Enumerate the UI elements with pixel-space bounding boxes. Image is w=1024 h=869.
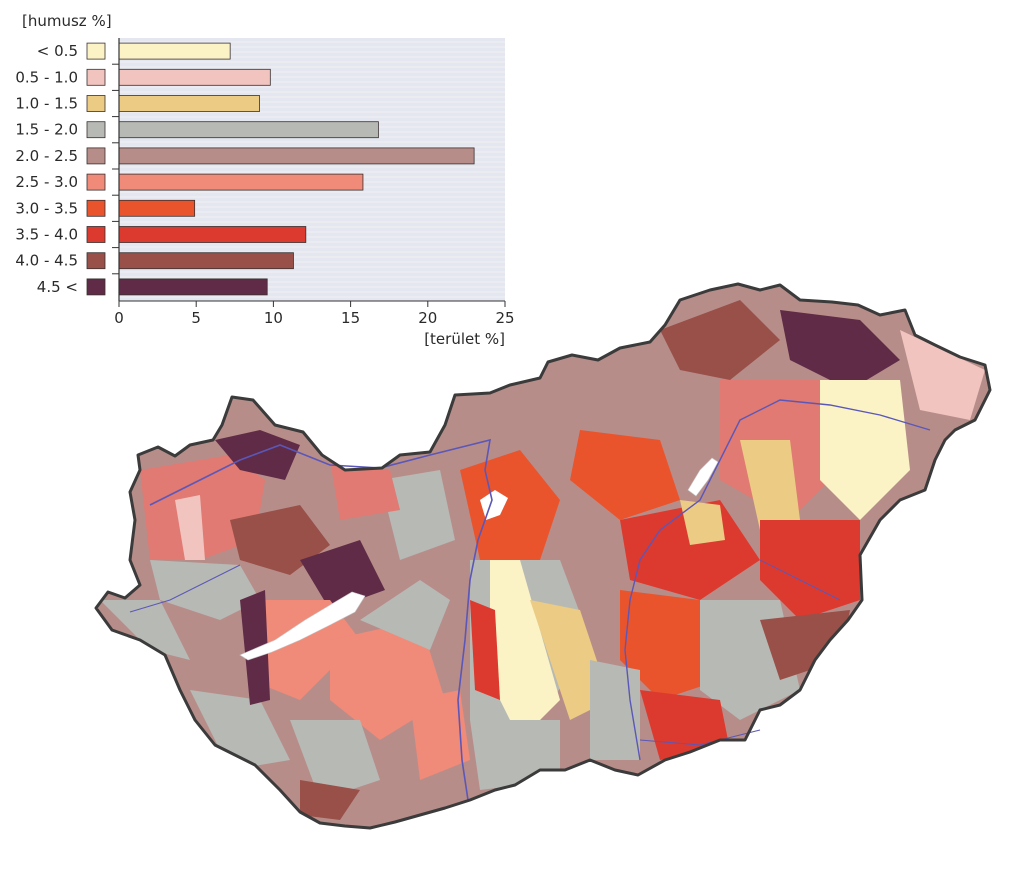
legend-swatches bbox=[86, 42, 106, 296]
legend-swatch bbox=[86, 68, 106, 86]
category-label: 4.5 < bbox=[37, 278, 78, 296]
x-ticks: 0 5 10 15 20 25 bbox=[114, 301, 515, 327]
lake-tisza bbox=[687, 457, 719, 497]
bar bbox=[118, 68, 271, 86]
soil-map bbox=[94, 282, 992, 830]
legend-swatch bbox=[86, 147, 106, 165]
bar bbox=[118, 95, 260, 112]
river-tisza bbox=[624, 399, 931, 761]
bar bbox=[118, 42, 231, 60]
legend-swatch bbox=[86, 226, 106, 243]
x-tick-label: 10 bbox=[264, 309, 283, 327]
legend-swatch bbox=[86, 42, 106, 60]
legend-swatch bbox=[86, 252, 106, 270]
category-label: < 0.5 bbox=[37, 42, 78, 60]
category-label: 3.0 - 3.5 bbox=[15, 199, 78, 217]
x-axis-label: [terület %] bbox=[424, 330, 505, 348]
category-label: 2.0 - 2.5 bbox=[15, 147, 78, 165]
bars bbox=[118, 42, 475, 296]
river-koros bbox=[759, 559, 841, 601]
legend-swatch bbox=[86, 121, 106, 139]
category-label: 1.0 - 1.5 bbox=[15, 95, 78, 113]
bar bbox=[118, 173, 364, 191]
soil-patches bbox=[100, 300, 985, 820]
bar bbox=[118, 278, 268, 296]
bar bbox=[118, 121, 379, 139]
bar bbox=[118, 147, 475, 165]
legend-title: [humusz %] bbox=[22, 12, 112, 30]
category-label: 4.0 - 4.5 bbox=[15, 252, 78, 270]
river-raba bbox=[129, 564, 241, 613]
legend-swatch bbox=[86, 173, 106, 191]
category-labels: < 0.5 0.5 - 1.0 1.0 - 1.5 1.5 - 2.0 2.0 - 2.… bbox=[15, 42, 119, 296]
bar bbox=[118, 226, 307, 243]
category-label: 2.5 - 3.0 bbox=[15, 173, 78, 191]
x-tick-label: 25 bbox=[495, 309, 514, 327]
x-tick-label: 5 bbox=[191, 309, 201, 327]
river-danube bbox=[149, 438, 493, 801]
x-tick-label: 0 bbox=[114, 309, 124, 327]
category-label: 1.5 - 2.0 bbox=[15, 121, 78, 139]
legend-swatch bbox=[86, 199, 106, 217]
lake-balaton bbox=[239, 591, 366, 661]
legend-chart: [humusz %] < 0.5 0.5 - 1.0 1.0 - 1.5 1.5 - … bbox=[15, 12, 514, 348]
legend-swatch bbox=[86, 95, 106, 112]
x-tick-label: 15 bbox=[341, 309, 360, 327]
bar bbox=[118, 252, 294, 270]
category-label: 0.5 - 1.0 bbox=[15, 68, 78, 86]
category-label: 3.5 - 4.0 bbox=[15, 226, 78, 244]
x-tick-label: 20 bbox=[418, 309, 437, 327]
bar bbox=[118, 199, 196, 217]
country-border bbox=[94, 282, 992, 830]
river-maros bbox=[639, 729, 761, 746]
legend-swatch bbox=[86, 278, 106, 296]
